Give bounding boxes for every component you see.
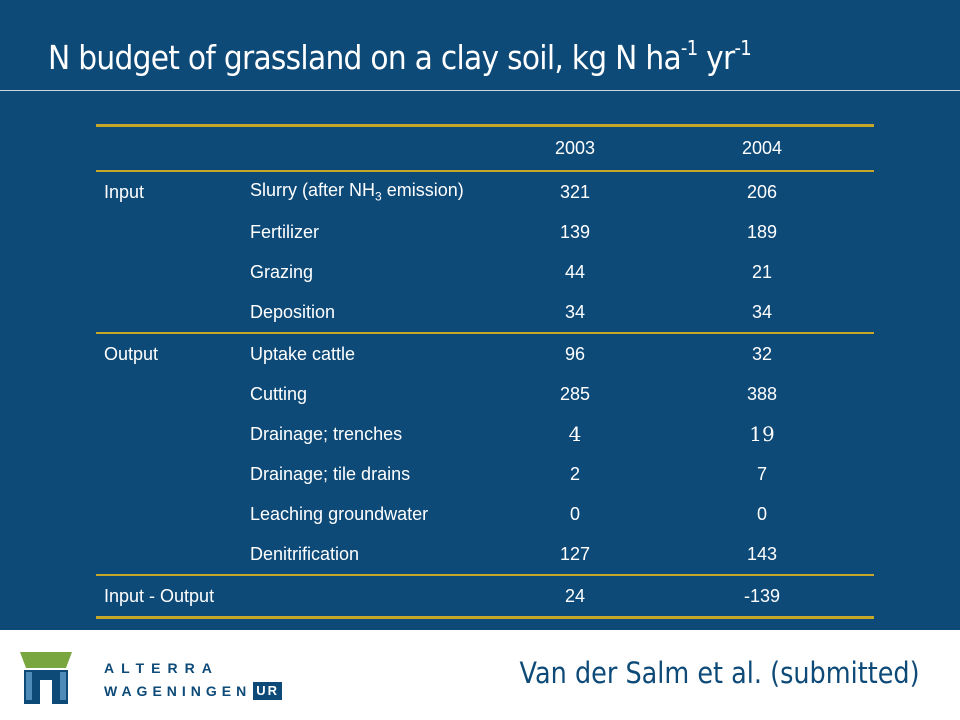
item-label: Denitrification: [250, 543, 360, 564]
item-label: Deposition: [250, 301, 336, 322]
slurry-label-pre: Slurry (after NH: [250, 180, 376, 201]
table-header-row: 2003 2004: [96, 124, 874, 171]
value-2004: 7: [756, 463, 767, 484]
item-label: Slurry (after NH3 emission): [250, 170, 500, 212]
item-label: Fertilizer: [250, 221, 320, 242]
brand-ur-badge: UR: [253, 682, 283, 700]
item-label: Uptake cattle: [250, 332, 500, 374]
brand-wageningen-ur: WAGENINGEN UR: [104, 682, 283, 700]
item-label: Grazing: [250, 261, 314, 282]
title-unit-yr: yr: [697, 38, 735, 77]
value-2004: 32: [650, 332, 874, 374]
value-2003: 139: [559, 221, 591, 242]
value-2004: 34: [751, 301, 773, 322]
value-2004: 388: [746, 383, 778, 404]
value-2004: 189: [746, 221, 778, 242]
value-2004: 19: [749, 422, 775, 446]
brand-wageningen: WAGENINGEN: [104, 683, 252, 699]
table-row: Denitrification 127 143: [96, 534, 874, 575]
table-row: Output Uptake cattle 96 32: [96, 332, 874, 374]
value-2003: 96: [500, 332, 650, 374]
balance-row: Input - Output 24 -139: [96, 574, 874, 619]
value-2004: 206: [650, 170, 874, 212]
table-row: Grazing 44 21: [96, 252, 874, 292]
header-year-2004: 2004: [650, 124, 874, 171]
header-year-2003: 2003: [500, 124, 650, 171]
value-2003: 127: [559, 543, 591, 564]
value-2003: 34: [564, 301, 586, 322]
alterra-gate-logo-icon: [20, 652, 72, 704]
value-2004: 0: [756, 503, 767, 524]
balance-2004: -139: [650, 574, 874, 619]
balance-2003: 24: [500, 574, 650, 619]
slide-background: N budget of grassland on a clay soil, kg…: [0, 0, 960, 630]
slide-title: N budget of grassland on a clay soil, kg…: [48, 36, 752, 77]
footer: [0, 630, 960, 720]
title-divider: [0, 90, 960, 91]
value-2003: 0: [569, 503, 580, 524]
title-exponent-ha: -1: [680, 36, 698, 60]
n-budget-table: 2003 2004 Input Slurry (after NH3 emissi…: [96, 124, 874, 619]
table-row: Drainage; trenches 4 19: [96, 414, 874, 454]
item-label: Drainage; trenches: [250, 423, 403, 444]
value-2004: 21: [751, 261, 773, 282]
citation: Van der Salm et al. (submitted): [519, 656, 920, 690]
group-label-input: Input: [96, 170, 250, 212]
table-row: Leaching groundwater 0 0: [96, 494, 874, 534]
value-2003: 4: [568, 422, 582, 446]
item-label: Cutting: [250, 383, 308, 404]
title-exponent-yr: -1: [734, 36, 752, 60]
table-row: Input Slurry (after NH3 emission) 321 20…: [96, 170, 874, 212]
item-label: Leaching groundwater: [250, 503, 429, 524]
item-label: Drainage; tile drains: [250, 463, 411, 484]
value-2003: 44: [564, 261, 586, 282]
table-row: Drainage; tile drains 2 7: [96, 454, 874, 494]
brand-alterra: ALTERRA: [104, 660, 219, 676]
value-2003: 285: [559, 383, 591, 404]
slurry-label-post: emission): [381, 180, 464, 201]
table-row: Fertilizer 139 189: [96, 212, 874, 252]
slurry-label-subscript: 3: [375, 189, 382, 204]
table-row: Deposition 34 34: [96, 292, 874, 333]
value-2004: 143: [746, 543, 778, 564]
balance-label: Input - Output: [96, 574, 500, 619]
table-row: Cutting 285 388: [96, 374, 874, 414]
value-2003: 321: [500, 170, 650, 212]
title-text: N budget of grassland on a clay soil, kg…: [48, 38, 682, 77]
group-label-output: Output: [96, 332, 250, 374]
value-2003: 2: [569, 463, 580, 484]
